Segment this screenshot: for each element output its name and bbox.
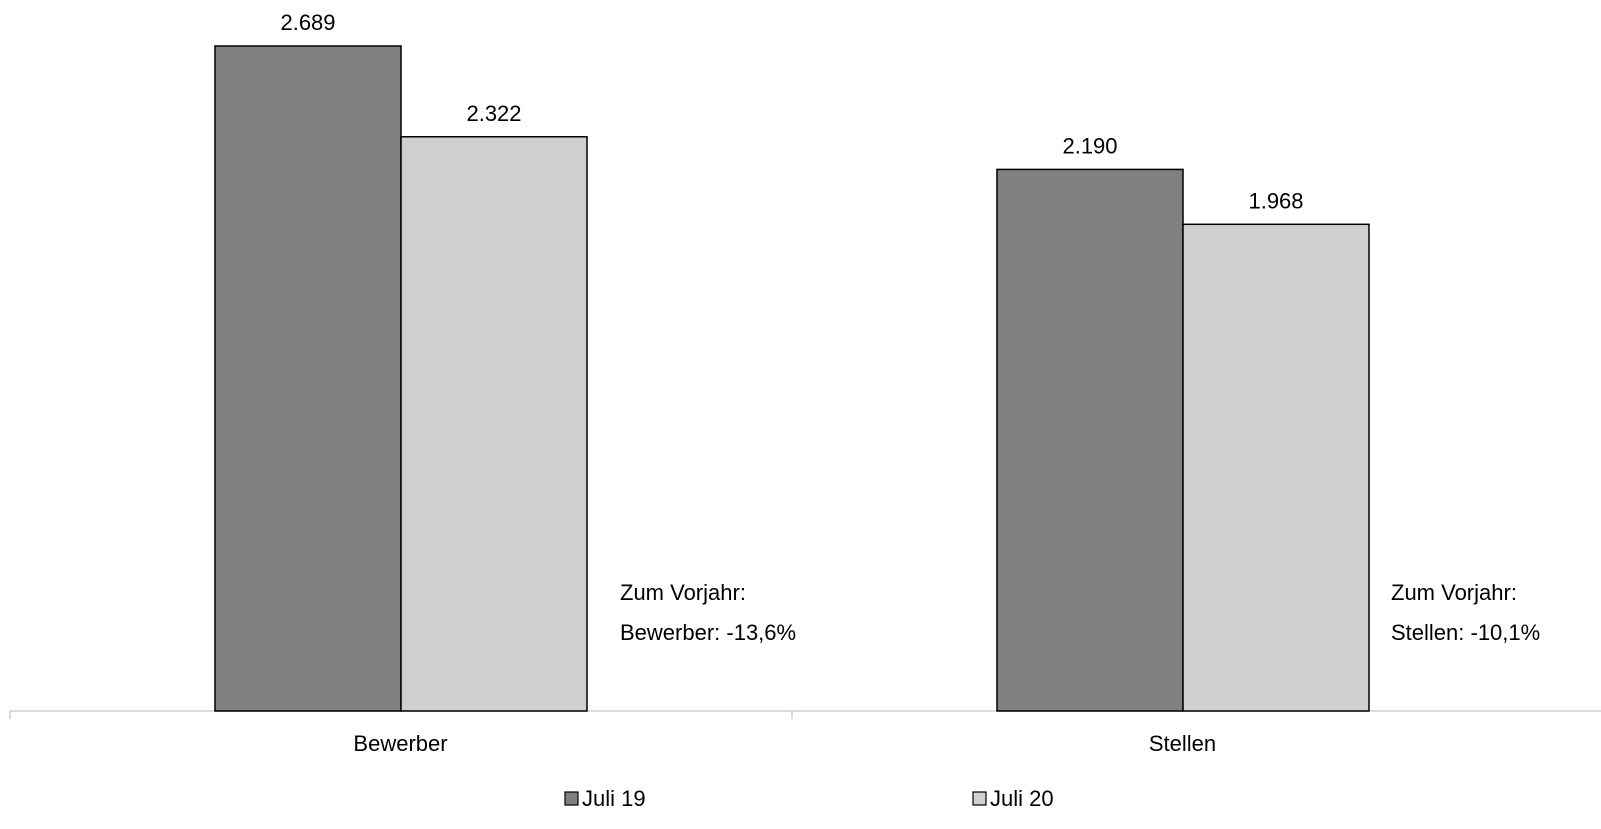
bar-juli-19-bewerber: [214, 45, 402, 712]
x-tick-label: Bewerber: [353, 731, 447, 756]
data-label: 2.322: [466, 101, 521, 126]
legend-label: Juli 19: [582, 786, 646, 811]
bar-juli-20-bewerber: [400, 136, 588, 712]
data-label: 1.968: [1248, 188, 1303, 213]
bar-juli-20-stellen: [1182, 223, 1370, 712]
legend-swatch: [564, 791, 579, 806]
annotation-line2: Bewerber: -13,6%: [620, 620, 796, 645]
x-tick-label: Stellen: [1149, 731, 1216, 756]
bar-juli-19-stellen: [996, 168, 1184, 712]
annotation-line1: Zum Vorjahr:: [1391, 580, 1517, 605]
legend-swatch: [972, 791, 987, 806]
data-label: 2.689: [280, 10, 335, 35]
data-label: 2.190: [1062, 133, 1117, 158]
annotation-line1: Zum Vorjahr:: [620, 580, 746, 605]
annotation-line2: Stellen: -10,1%: [1391, 620, 1540, 645]
legend-label: Juli 20: [990, 786, 1054, 811]
